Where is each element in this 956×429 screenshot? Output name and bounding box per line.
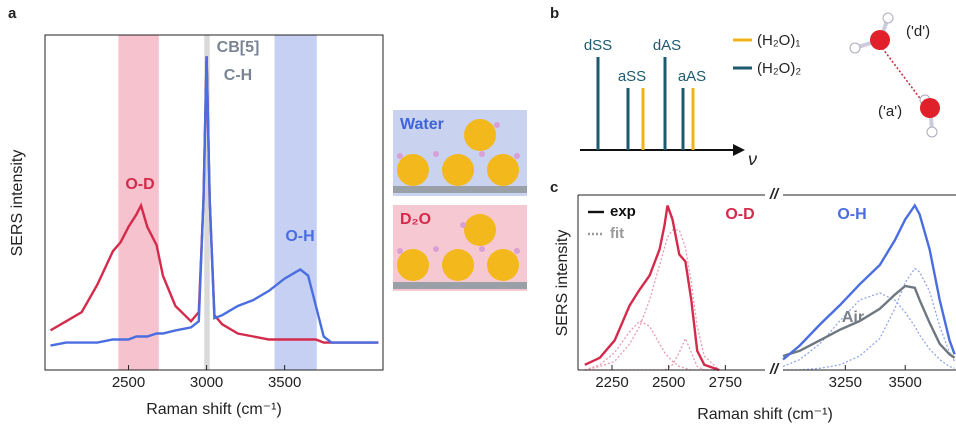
peak-label: aSS bbox=[618, 68, 646, 85]
band bbox=[204, 35, 210, 370]
inset-label: D₂O bbox=[400, 211, 431, 228]
series-line bbox=[782, 284, 956, 359]
annotation: O-H bbox=[285, 228, 314, 245]
series-line bbox=[584, 205, 720, 372]
legend-label: (H₂O)₁ bbox=[757, 32, 800, 49]
annotation: O-H bbox=[837, 206, 866, 223]
x-tick-label: 3500 bbox=[889, 374, 922, 391]
y-axis-label: SERS intensity bbox=[9, 150, 26, 257]
axis-symbol: ν bbox=[748, 149, 757, 169]
axis-break: // bbox=[769, 186, 780, 203]
series-line bbox=[782, 292, 955, 369]
molecule-label: ('d') bbox=[906, 23, 930, 40]
x-tick-label: 2750 bbox=[709, 374, 742, 391]
x-tick-label: 2500 bbox=[652, 374, 685, 391]
annotation: C-H bbox=[224, 67, 252, 84]
axis-break: // bbox=[769, 361, 780, 378]
panel-label: b bbox=[550, 5, 559, 22]
inset-water bbox=[393, 110, 527, 196]
panel-label: c bbox=[550, 179, 558, 196]
inset-d2o bbox=[393, 205, 527, 291]
plot-frame bbox=[44, 34, 384, 371]
x-tick-label: 3250 bbox=[829, 374, 862, 391]
x-axis-label: Raman shift (cm⁻¹) bbox=[146, 401, 282, 418]
x-tick-label: 3500 bbox=[268, 374, 301, 391]
x-tick-label: 3000 bbox=[190, 374, 223, 391]
x-axis-label: Raman shift (cm⁻¹) bbox=[697, 406, 833, 423]
panel-label: a bbox=[8, 5, 17, 22]
stick-diagram bbox=[580, 38, 752, 156]
x-tick-label: 2500 bbox=[112, 374, 145, 391]
peak-label: aAS bbox=[678, 68, 706, 85]
molecule-label: ('a') bbox=[878, 103, 902, 120]
annotation: Air bbox=[842, 309, 864, 326]
band bbox=[118, 35, 159, 370]
series-line bbox=[782, 203, 956, 361]
series-line bbox=[584, 320, 720, 371]
molecules bbox=[849, 12, 940, 138]
series-line bbox=[783, 267, 956, 371]
annotation: O-D bbox=[725, 206, 754, 223]
inset-label: Water bbox=[400, 116, 444, 133]
x-tick-label: 2250 bbox=[595, 374, 628, 391]
legend-label: fit bbox=[610, 225, 624, 242]
series-line bbox=[584, 229, 720, 371]
peak-label: dSS bbox=[584, 37, 612, 54]
band bbox=[274, 35, 317, 370]
annotation: CB[5] bbox=[217, 39, 260, 56]
series-line bbox=[50, 56, 379, 347]
peak-label: dAS bbox=[653, 37, 681, 54]
annotation: O-D bbox=[125, 176, 154, 193]
legend-label: exp bbox=[610, 203, 636, 220]
y-axis-label: SERS intensity bbox=[554, 230, 571, 337]
legend-label: (H₂O)₂ bbox=[757, 60, 801, 77]
